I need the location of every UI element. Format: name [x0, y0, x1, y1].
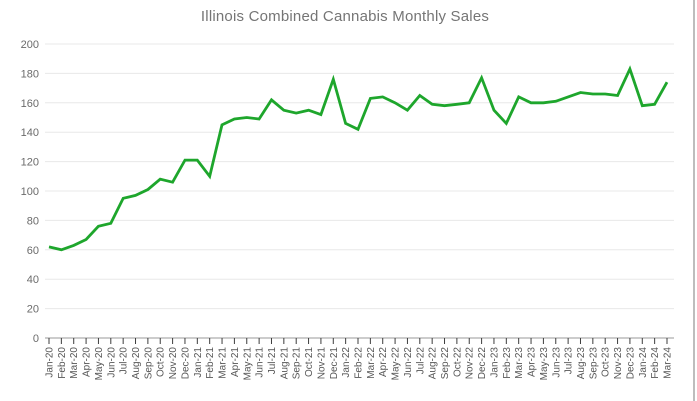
x-tick-label: Mar-23 — [514, 347, 525, 379]
x-tick-label: Aug-23 — [576, 347, 587, 380]
sales-series-line[interactable] — [48, 65, 669, 252]
x-tick-label: Aug-21 — [279, 347, 290, 380]
y-tick-label: 180 — [21, 68, 39, 80]
x-tick-label: Oct-22 — [452, 347, 463, 377]
x-tick-label: Mar-21 — [218, 347, 229, 379]
x-tick-label: Feb-24 — [650, 347, 661, 379]
x-tick-label: Feb-22 — [354, 347, 365, 379]
x-tick-label: Feb-20 — [57, 347, 68, 379]
y-tick-label: 100 — [21, 186, 39, 198]
x-tick-label: Dec-22 — [477, 347, 488, 380]
x-tick-label: Sep-21 — [292, 347, 303, 380]
x-tick-label: Sep-23 — [588, 347, 599, 380]
y-tick-label: 160 — [21, 98, 39, 110]
x-tick-label: Jun-23 — [551, 347, 562, 378]
x-tick-label: Oct-21 — [304, 347, 315, 377]
x-tick-label: Mar-20 — [69, 347, 80, 379]
x-tick-label: Jan-23 — [489, 347, 500, 378]
x-tick-label: Mar-22 — [366, 347, 377, 379]
x-tick-label: Apr-23 — [527, 347, 538, 377]
y-tick-label: 200 — [21, 39, 39, 51]
chart-title: Illinois Combined Cannabis Monthly Sales — [200, 8, 490, 25]
x-tick-label: Jul-22 — [415, 347, 426, 375]
x-tick-label: Nov-20 — [168, 347, 179, 380]
x-tick-label: Mar-24 — [663, 347, 674, 379]
x-tick-label: Jan-21 — [193, 347, 204, 378]
x-tick-label: Apr-22 — [378, 347, 389, 377]
x-tick-label: May-21 — [242, 347, 253, 381]
y-tick-label: 40 — [27, 274, 39, 286]
y-tick-label: 120 — [21, 157, 39, 169]
x-tick-label: Jul-20 — [119, 347, 130, 375]
x-tick-label: Dec-20 — [180, 347, 191, 380]
x-tick-label: May-20 — [94, 347, 105, 381]
x-tick-label: Jul-21 — [267, 347, 278, 375]
x-tick-label: Jul-23 — [564, 347, 575, 375]
x-tick-label: Oct-20 — [156, 347, 167, 377]
x-tick-label: Jun-20 — [106, 347, 117, 378]
x-tick-label: Jun-22 — [403, 347, 414, 378]
x-tick-label: Nov-21 — [316, 347, 327, 380]
y-tick-label: 60 — [27, 245, 39, 257]
viewport-right-border — [693, 0, 695, 401]
x-tick-label: Aug-20 — [131, 347, 142, 380]
y-tick-label: 20 — [27, 304, 39, 316]
x-tick-label: Sep-22 — [440, 347, 451, 380]
x-tick-label: Nov-22 — [465, 347, 476, 380]
x-tick-label: May-23 — [539, 347, 550, 381]
y-tick-label: 80 — [27, 215, 39, 227]
x-tick-label: Dec-23 — [625, 347, 636, 380]
x-tick-label: Feb-21 — [205, 347, 216, 379]
y-tick-label: 140 — [21, 127, 39, 139]
x-tick-label: Jan-24 — [638, 347, 649, 378]
x-tick-label: Jan-22 — [341, 347, 352, 378]
x-tick-label: Apr-20 — [82, 347, 93, 377]
y-tick-label: 0 — [33, 333, 39, 345]
x-tick-label: Sep-20 — [143, 347, 154, 380]
x-tick-label: Nov-23 — [613, 347, 624, 380]
x-tick-label: Dec-21 — [329, 347, 340, 380]
x-tick-label: Apr-21 — [230, 347, 241, 377]
x-tick-label: Feb-23 — [502, 347, 513, 379]
x-tick-label: May-22 — [391, 347, 402, 381]
x-tick-label: Jan-20 — [45, 347, 56, 378]
x-tick-label: Aug-22 — [428, 347, 439, 380]
x-tick-label: Jun-21 — [255, 347, 266, 378]
x-tick-label: Oct-23 — [601, 347, 612, 377]
